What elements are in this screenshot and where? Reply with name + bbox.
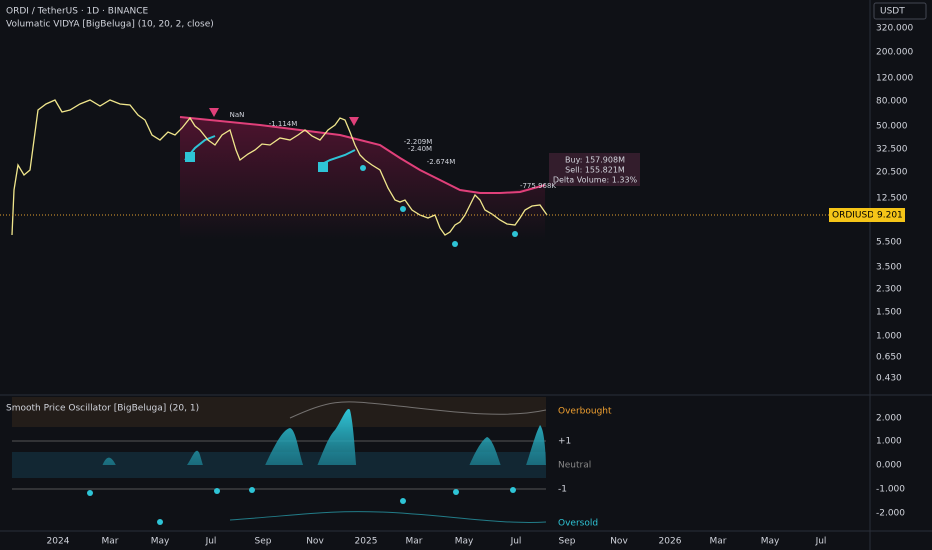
price-axis-label: 20.500 [876,168,908,178]
time-axis-label: Sep [559,537,576,547]
price-axis-label: 5.500 [876,238,902,248]
time-axis-label: Mar [102,537,119,547]
price-tag: 9.201 [877,211,903,221]
osc-axis-label: 2.000 [876,414,902,424]
price-axis-label: 0.650 [876,353,902,363]
price-tag-symbol-bg [829,208,873,222]
price-axis-label: 200.000 [876,48,913,58]
oversold-line [229,511,547,523]
volume-annotation: -2.40M [408,145,432,153]
time-axis-label: Nov [306,537,324,547]
time-axis-label: May [151,537,170,547]
price-axis-label: 320.000 [876,24,913,34]
osc-axis-label: 0.000 [876,461,902,471]
price-axis-label: 3.500 [876,263,902,273]
price-tag-bg [873,208,905,222]
osc-level-label: +1 [558,437,571,447]
oscillator-title: Smooth Price Oscillator [BigBeluga] (20,… [6,404,199,414]
time-axis-label: Sep [255,537,272,547]
overbought-line [289,401,547,419]
osc-dots [87,487,516,525]
low-dot [512,231,518,237]
price-axis-label: 2.300 [876,285,902,295]
low-dot [400,206,406,212]
volume-annotation: NaN [230,111,245,119]
symbol-title: ORDI / TetherUS · 1D · BINANCE [6,7,149,17]
price-axis-label: 1.000 [876,332,902,342]
currency-button[interactable] [873,2,927,20]
currency-label[interactable]: USDT [880,7,905,17]
volume-box-line: Delta Volume: 1.33% [553,176,638,185]
time-axis-label: May [761,537,780,547]
vidya-line [179,116,546,194]
sell-signal [209,108,219,117]
osc-level-label: -1 [558,485,567,495]
price-line [11,99,548,236]
volume-box-line: Buy: 157.908M [565,156,625,165]
osc-axis-label: -1.000 [876,485,905,495]
volume-annotation: -2.674M [427,158,456,166]
volume-annotation: -1.114M [269,120,298,128]
price-axis-label: 1.500 [876,308,902,318]
volume-annotation: -775.968K [520,182,556,190]
time-axis-label: Jul [815,537,827,547]
time-axis-label: 2026 [659,537,682,547]
time-axis-label: Nov [610,537,628,547]
vidya-fill [180,117,545,240]
osc-level-label: Overbought [558,407,612,417]
price-axis-label: 80.000 [876,97,908,107]
volume-annotation: -2.209M [404,138,433,146]
osc-level-label: Neutral [558,461,591,471]
price-axis-label: 50.000 [876,122,908,132]
buy-signal [318,162,328,172]
price-axis-label: 0.430 [876,374,902,384]
buy-signal [185,152,195,162]
time-axis-label: Mar [406,537,423,547]
time-axis-label: 2025 [355,537,378,547]
osc-level-label: Oversold [558,519,598,529]
time-axis-label: Jul [205,537,217,547]
price-tag-symbol: ORDIUSDT [832,211,880,221]
time-axis-label: Jul [510,537,522,547]
time-axis-label: 2024 [47,537,70,547]
time-axis-label: May [455,537,474,547]
price-axis-label: 32.500 [876,145,908,155]
sell-signal [349,117,359,126]
low-dot [452,241,458,247]
osc-axis-label: -2.000 [876,509,905,519]
volume-box-line: Sell: 155.821M [565,166,625,175]
osc-axis-label: 1.000 [876,437,902,447]
time-axis-label: Mar [710,537,727,547]
price-axis-label: 120.000 [876,74,913,84]
low-dot [360,165,366,171]
indicator-title: Volumatic VIDYA [BigBeluga] (10, 20, 2, … [6,20,214,30]
volume-box [549,153,640,186]
price-axis-label: 12.500 [876,194,908,204]
